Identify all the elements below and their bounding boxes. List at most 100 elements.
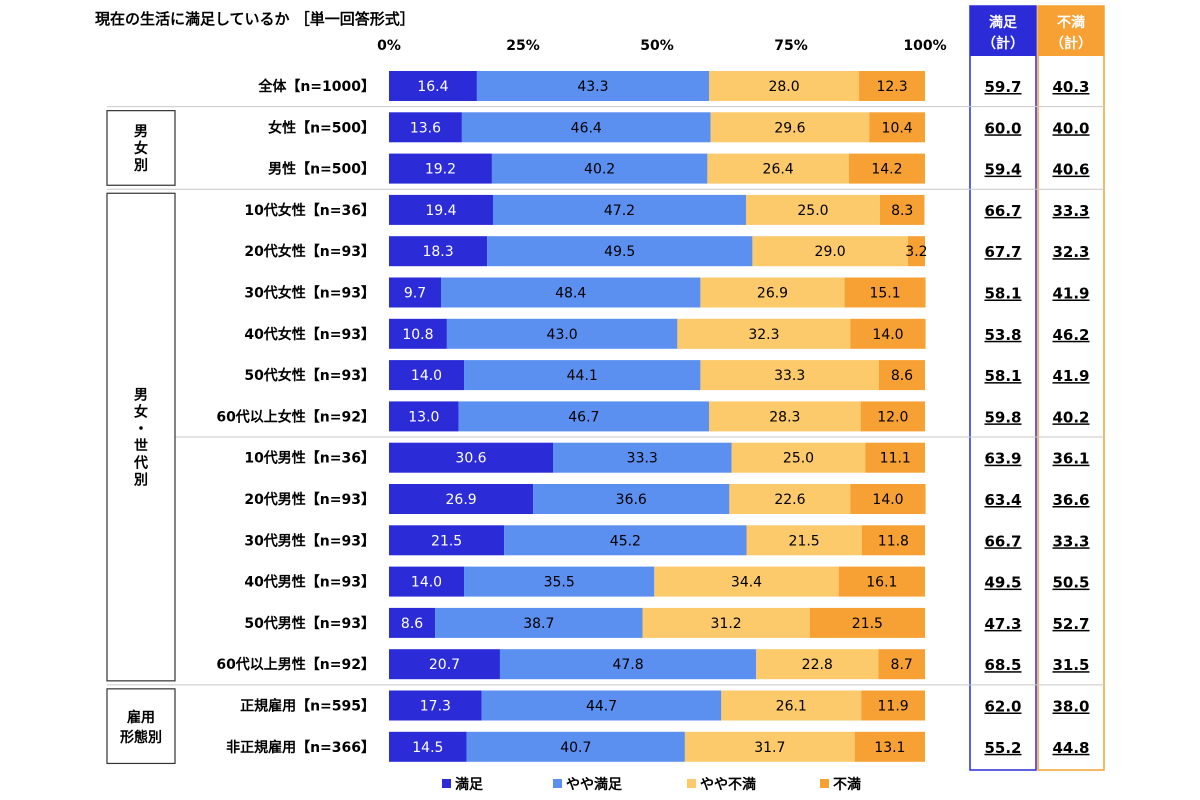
group-label: 雇用 <box>127 709 155 726</box>
bar-segment <box>466 731 685 762</box>
bar-segment <box>504 525 747 556</box>
data-label: 10.4 <box>882 120 913 136</box>
bar-segment <box>389 194 493 225</box>
bar-segment <box>677 318 851 349</box>
bar-segment <box>389 484 534 514</box>
group-label-char: 男 <box>134 388 148 404</box>
data-label: 8.3 <box>891 203 913 219</box>
bar-segment <box>491 153 708 184</box>
row-label: 20代男性【n=93】 <box>244 491 375 508</box>
data-label: 19.4 <box>425 203 456 219</box>
data-label: 33.3 <box>627 451 658 467</box>
group-label-char: 別 <box>133 473 148 489</box>
row-label: 60代以上男性【n=92】 <box>216 656 375 673</box>
x-tick-label: 75% <box>774 38 808 54</box>
summary-header-bg <box>1038 6 1104 56</box>
dissatisfied-total: 40.0 <box>1052 119 1089 137</box>
dissatisfied-total: 50.5 <box>1052 574 1089 592</box>
bar-segment <box>389 318 447 349</box>
bar-segment <box>907 236 925 267</box>
bar-segment <box>707 153 849 184</box>
data-label: 26.4 <box>763 162 794 178</box>
satisfied-total: 66.7 <box>984 532 1021 550</box>
chart-title: 現在の生活に満足しているか ［単一回答形式］ <box>95 10 415 28</box>
bar-segment <box>435 607 643 638</box>
data-label: 44.7 <box>586 699 617 715</box>
bar-segment <box>729 484 851 514</box>
data-label: 46.4 <box>571 120 602 136</box>
x-tick-label: 25% <box>506 38 540 54</box>
bar-segment <box>461 112 711 143</box>
bar-segment <box>553 442 732 473</box>
row-label: 全体【n=1000】 <box>257 78 375 95</box>
bar-segment <box>481 690 722 721</box>
data-label: 31.7 <box>754 740 785 756</box>
data-label: 29.0 <box>815 244 846 260</box>
bar-segment <box>708 401 861 432</box>
bar-segment <box>389 566 465 597</box>
group-label: 形態別 <box>120 729 162 746</box>
dissatisfied-total: 41.9 <box>1052 367 1089 385</box>
bar-segment <box>869 112 925 143</box>
data-label: 14.0 <box>872 327 903 343</box>
bar-segment <box>745 194 880 225</box>
x-tick-label: 0% <box>377 38 401 54</box>
data-label: 20.7 <box>429 657 460 673</box>
satisfied-total: 59.7 <box>984 78 1021 96</box>
data-label: 14.2 <box>871 162 902 178</box>
data-label: 21.5 <box>431 533 462 549</box>
bar-segment <box>844 277 926 308</box>
bar-segment <box>878 649 925 680</box>
data-label: 15.1 <box>869 286 900 302</box>
row-label: 20代女性【n=93】 <box>244 243 375 260</box>
row-label: 10代女性【n=36】 <box>244 202 375 219</box>
bar-segment <box>700 277 845 308</box>
bar-segment <box>700 360 879 391</box>
bar-segment <box>809 607 925 638</box>
data-label: 33.3 <box>774 368 805 384</box>
data-label: 17.3 <box>420 699 451 715</box>
bar-segment <box>533 484 730 514</box>
bar-segment <box>458 401 709 432</box>
satisfied-total: 60.0 <box>984 119 1021 137</box>
group-label-char: 男 <box>134 124 148 140</box>
satisfied-total: 68.5 <box>984 656 1021 674</box>
data-label: 49.5 <box>604 244 635 260</box>
bar-segment <box>464 360 701 391</box>
bar-segment <box>865 442 925 473</box>
data-label: 14.0 <box>411 575 442 591</box>
dissatisfied-total: 31.5 <box>1052 656 1089 674</box>
data-label: 14.0 <box>872 492 903 508</box>
data-label: 22.8 <box>802 657 833 673</box>
row-label: 非正規雇用【n=366】 <box>226 739 375 756</box>
dissatisfied-total: 32.3 <box>1052 243 1089 261</box>
bar-segment <box>850 484 926 514</box>
row-label: 30代女性【n=93】 <box>244 285 375 302</box>
bar-segment <box>878 360 925 391</box>
summary-header-label: 満足 <box>989 14 1018 31</box>
data-label: 25.0 <box>783 451 814 467</box>
bar-segment <box>389 525 505 556</box>
bar-segment <box>838 566 925 597</box>
bar-segment <box>389 277 441 308</box>
satisfied-total: 63.4 <box>984 491 1021 509</box>
dissatisfied-total: 46.2 <box>1052 326 1089 344</box>
bar-segment <box>446 318 678 349</box>
data-label: 22.6 <box>774 492 805 508</box>
data-label: 9.7 <box>404 286 426 302</box>
row-label: 男性【n=500】 <box>268 161 375 178</box>
data-label: 8.6 <box>401 616 423 632</box>
bar-segment <box>710 112 870 143</box>
data-label: 26.9 <box>446 492 477 508</box>
row-label: 30代男性【n=93】 <box>244 532 375 549</box>
bar-segment <box>708 71 860 101</box>
bar-segment <box>492 194 746 225</box>
bar-segment <box>756 649 879 680</box>
data-label: 35.5 <box>544 575 575 591</box>
bar-segment <box>440 277 701 308</box>
group-label-char: 代 <box>133 455 148 472</box>
bar-segment <box>499 649 757 680</box>
bar-segment <box>731 442 866 473</box>
satisfied-total: 59.4 <box>984 161 1021 179</box>
bar-segment <box>684 731 855 762</box>
